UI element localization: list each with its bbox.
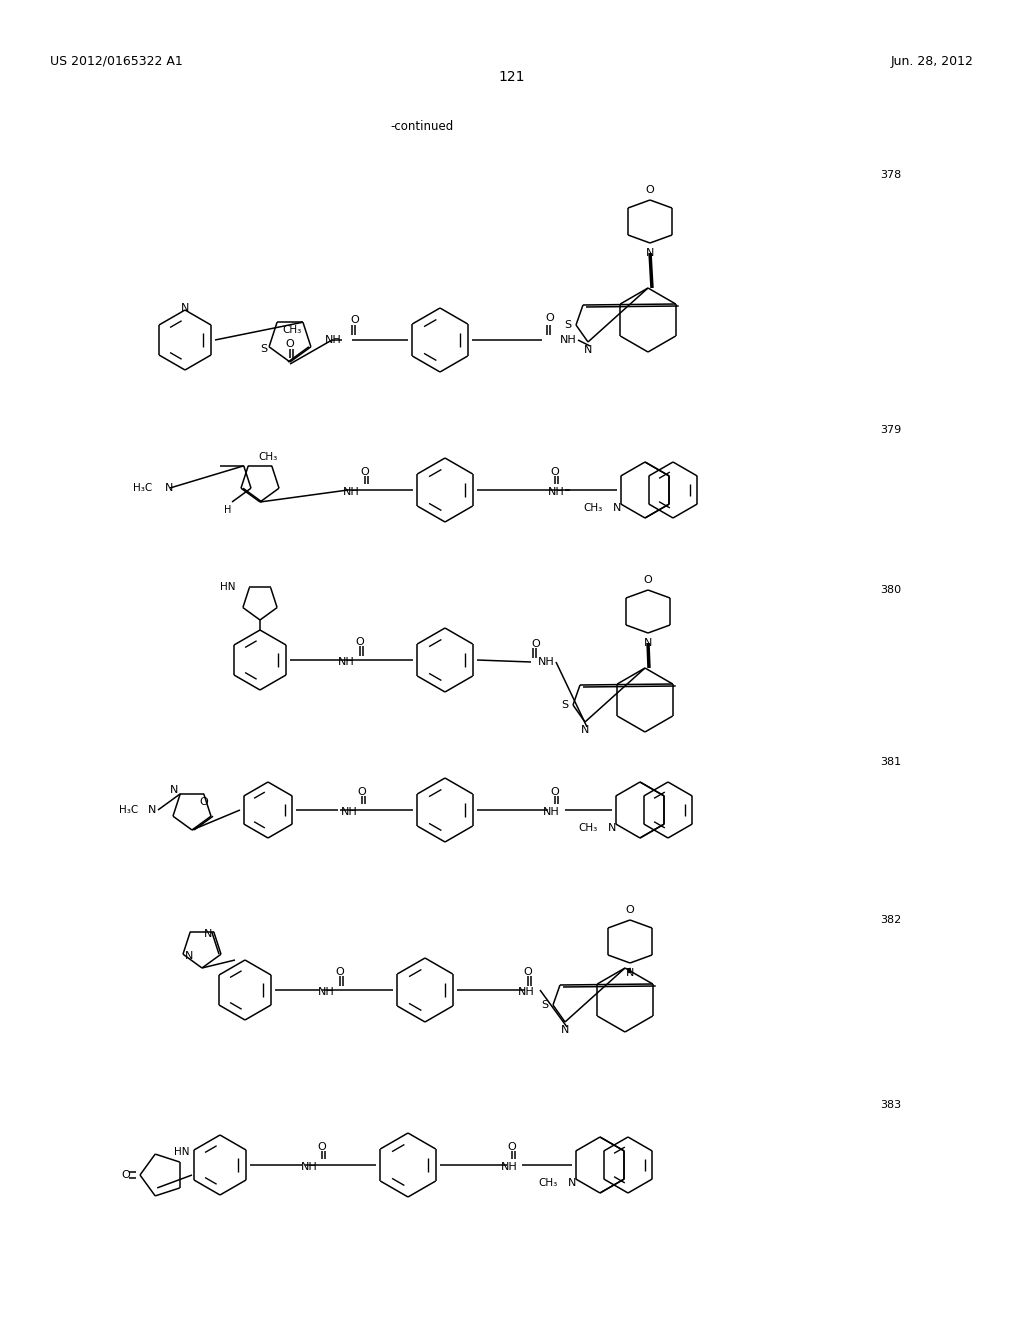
Text: N: N — [581, 725, 589, 735]
Text: N: N — [568, 1177, 577, 1188]
Text: O: O — [336, 968, 344, 977]
Text: CH₃: CH₃ — [258, 451, 278, 462]
Text: NH: NH — [301, 1162, 318, 1172]
Text: O: O — [551, 787, 559, 797]
Text: 381: 381 — [880, 756, 901, 767]
Text: NH: NH — [341, 807, 358, 817]
Text: N: N — [646, 248, 654, 257]
Text: N: N — [147, 805, 157, 814]
Text: N: N — [644, 638, 652, 648]
Text: HN: HN — [220, 582, 236, 593]
Text: HN: HN — [174, 1147, 189, 1158]
Text: N: N — [184, 952, 194, 961]
Text: 382: 382 — [880, 915, 901, 925]
Text: N: N — [181, 304, 189, 313]
Text: 121: 121 — [499, 70, 525, 84]
Text: 383: 383 — [880, 1100, 901, 1110]
Text: O: O — [645, 185, 654, 195]
Text: NH: NH — [338, 657, 355, 667]
Text: O: O — [317, 1142, 327, 1152]
Text: N: N — [584, 345, 592, 355]
Text: S: S — [260, 343, 267, 354]
Text: S: S — [542, 1001, 549, 1010]
Text: N: N — [165, 483, 173, 492]
Text: 380: 380 — [880, 585, 901, 595]
Text: NH: NH — [560, 335, 577, 345]
Text: NH: NH — [518, 987, 535, 997]
Text: NH: NH — [548, 487, 565, 498]
Text: 378: 378 — [880, 170, 901, 180]
Text: NH: NH — [544, 807, 560, 817]
Text: H: H — [224, 506, 231, 515]
Text: NH: NH — [538, 657, 554, 667]
Text: NH: NH — [502, 1162, 518, 1172]
Text: N: N — [561, 1026, 569, 1035]
Text: Jun. 28, 2012: Jun. 28, 2012 — [891, 55, 974, 69]
Text: CH₃: CH₃ — [282, 325, 301, 335]
Text: O: O — [360, 467, 370, 477]
Text: NH: NH — [318, 987, 335, 997]
Text: O: O — [546, 313, 554, 323]
Text: NH: NH — [343, 487, 360, 498]
Text: N: N — [612, 503, 622, 513]
Text: O: O — [355, 638, 365, 647]
Text: O: O — [508, 1142, 516, 1152]
Text: US 2012/0165322 A1: US 2012/0165322 A1 — [50, 55, 182, 69]
Text: O: O — [626, 906, 635, 915]
Text: NH: NH — [326, 335, 342, 345]
Text: O: O — [523, 968, 532, 977]
Text: O: O — [531, 639, 541, 649]
Text: CH₃: CH₃ — [579, 822, 598, 833]
Text: -continued: -continued — [390, 120, 454, 133]
Text: N: N — [626, 968, 634, 978]
Text: S: S — [561, 700, 568, 710]
Text: H₃C: H₃C — [119, 805, 138, 814]
Text: S: S — [564, 319, 571, 330]
Text: CH₃: CH₃ — [584, 503, 603, 513]
Text: O: O — [286, 339, 294, 348]
Text: O: O — [644, 576, 652, 585]
Text: N: N — [608, 822, 616, 833]
Text: O: O — [357, 787, 367, 797]
Text: N: N — [204, 929, 212, 939]
Text: O: O — [551, 467, 559, 477]
Text: H₃C: H₃C — [133, 483, 152, 492]
Text: O: O — [350, 315, 359, 325]
Text: N: N — [170, 785, 178, 795]
Text: O: O — [122, 1170, 130, 1180]
Text: CH₃: CH₃ — [539, 1177, 558, 1188]
Text: O: O — [200, 797, 208, 807]
Text: 379: 379 — [880, 425, 901, 436]
